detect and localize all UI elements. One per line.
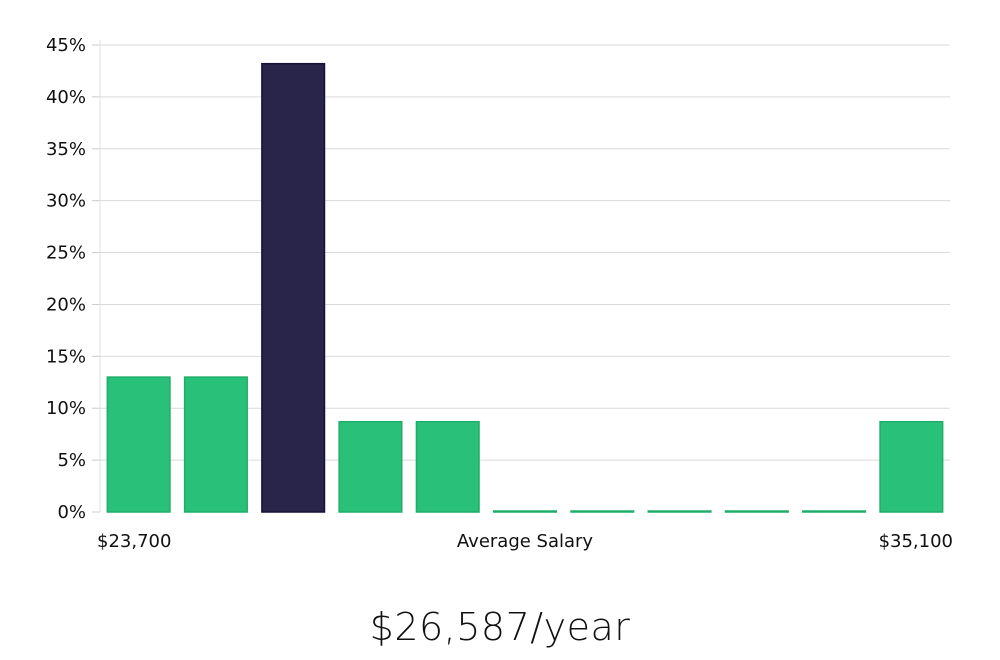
- x-min-label: $23,700: [97, 531, 171, 552]
- bar: [338, 420, 403, 513]
- bar: [106, 376, 171, 513]
- y-tick-label: 25%: [46, 243, 86, 264]
- bar-highlighted: [261, 62, 326, 513]
- bar: [802, 510, 867, 513]
- y-tick-label: 35%: [46, 139, 86, 160]
- bar: [415, 420, 480, 513]
- y-tick-label: 20%: [46, 294, 86, 315]
- y-tick-label: 10%: [46, 398, 86, 419]
- y-tick-label: 30%: [46, 191, 86, 212]
- bars: [106, 62, 944, 513]
- bar: [724, 510, 789, 513]
- y-tick-label: 0%: [57, 502, 86, 523]
- bar: [879, 420, 944, 513]
- x-max-label: $35,100: [879, 531, 953, 552]
- x-axis-title: Average Salary: [457, 531, 594, 552]
- y-tick-label: 5%: [57, 450, 86, 471]
- y-tick-label: 15%: [46, 346, 86, 367]
- y-tick-label: 40%: [46, 87, 86, 108]
- bar: [183, 376, 248, 513]
- bar: [570, 510, 635, 513]
- average-salary-value: $26,587/year: [369, 605, 631, 649]
- y-tick-label: 45%: [46, 35, 86, 56]
- bar: [492, 510, 558, 513]
- bar: [647, 510, 712, 513]
- salary-histogram: 0% 5% 10% 15% 20% 25% 30% 35% 40% 45% $23,700 Ave…: [46, 35, 953, 552]
- y-axis-ticks: 0% 5% 10% 15% 20% 25% 30% 35% 40% 45%: [46, 35, 100, 523]
